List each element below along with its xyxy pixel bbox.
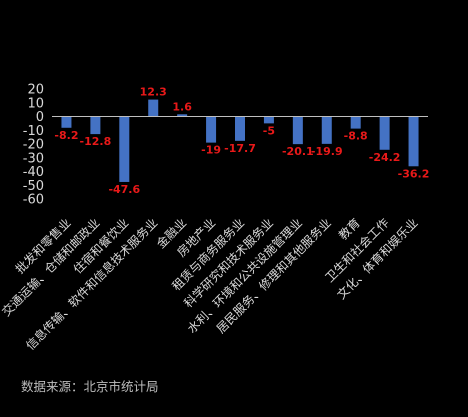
source-note: 数据来源：北京市统计局 bbox=[21, 379, 159, 394]
y-tick-label: -10 bbox=[23, 124, 44, 139]
bar bbox=[379, 116, 390, 150]
bar bbox=[177, 114, 188, 117]
y-tick-label: -40 bbox=[23, 165, 44, 180]
data-label: -47.6 bbox=[108, 183, 140, 196]
bar bbox=[408, 116, 419, 167]
y-tick-label: -30 bbox=[23, 151, 44, 166]
bar bbox=[235, 116, 245, 141]
data-label: -17.7 bbox=[224, 142, 256, 155]
data-label: 12.3 bbox=[140, 86, 167, 99]
bar bbox=[350, 116, 361, 129]
y-tick-label: -20 bbox=[23, 138, 44, 153]
y-tick-label: -60 bbox=[23, 193, 44, 208]
bar bbox=[119, 116, 130, 182]
data-label: -36.2 bbox=[398, 167, 430, 180]
bar bbox=[206, 116, 217, 143]
bar bbox=[292, 116, 303, 145]
bar bbox=[61, 116, 72, 128]
data-label: -19.9 bbox=[311, 145, 343, 158]
bar bbox=[90, 116, 101, 135]
bar bbox=[321, 116, 332, 144]
data-label: -8.2 bbox=[54, 129, 78, 142]
data-label: -19 bbox=[201, 144, 221, 157]
data-label: -24.2 bbox=[369, 151, 401, 164]
data-label: 1.6 bbox=[172, 100, 192, 113]
data-label: -12.8 bbox=[80, 135, 112, 148]
bar bbox=[148, 99, 159, 117]
y-tick-label: 20 bbox=[27, 83, 44, 98]
data-label: -20.1 bbox=[282, 145, 314, 158]
y-tick-label: 0 bbox=[36, 110, 44, 125]
data-label: -5 bbox=[263, 124, 275, 137]
y-tick-label: -50 bbox=[23, 179, 44, 194]
data-label: -8.8 bbox=[344, 130, 368, 143]
bar bbox=[263, 116, 274, 124]
y-tick-label: 10 bbox=[27, 96, 44, 111]
